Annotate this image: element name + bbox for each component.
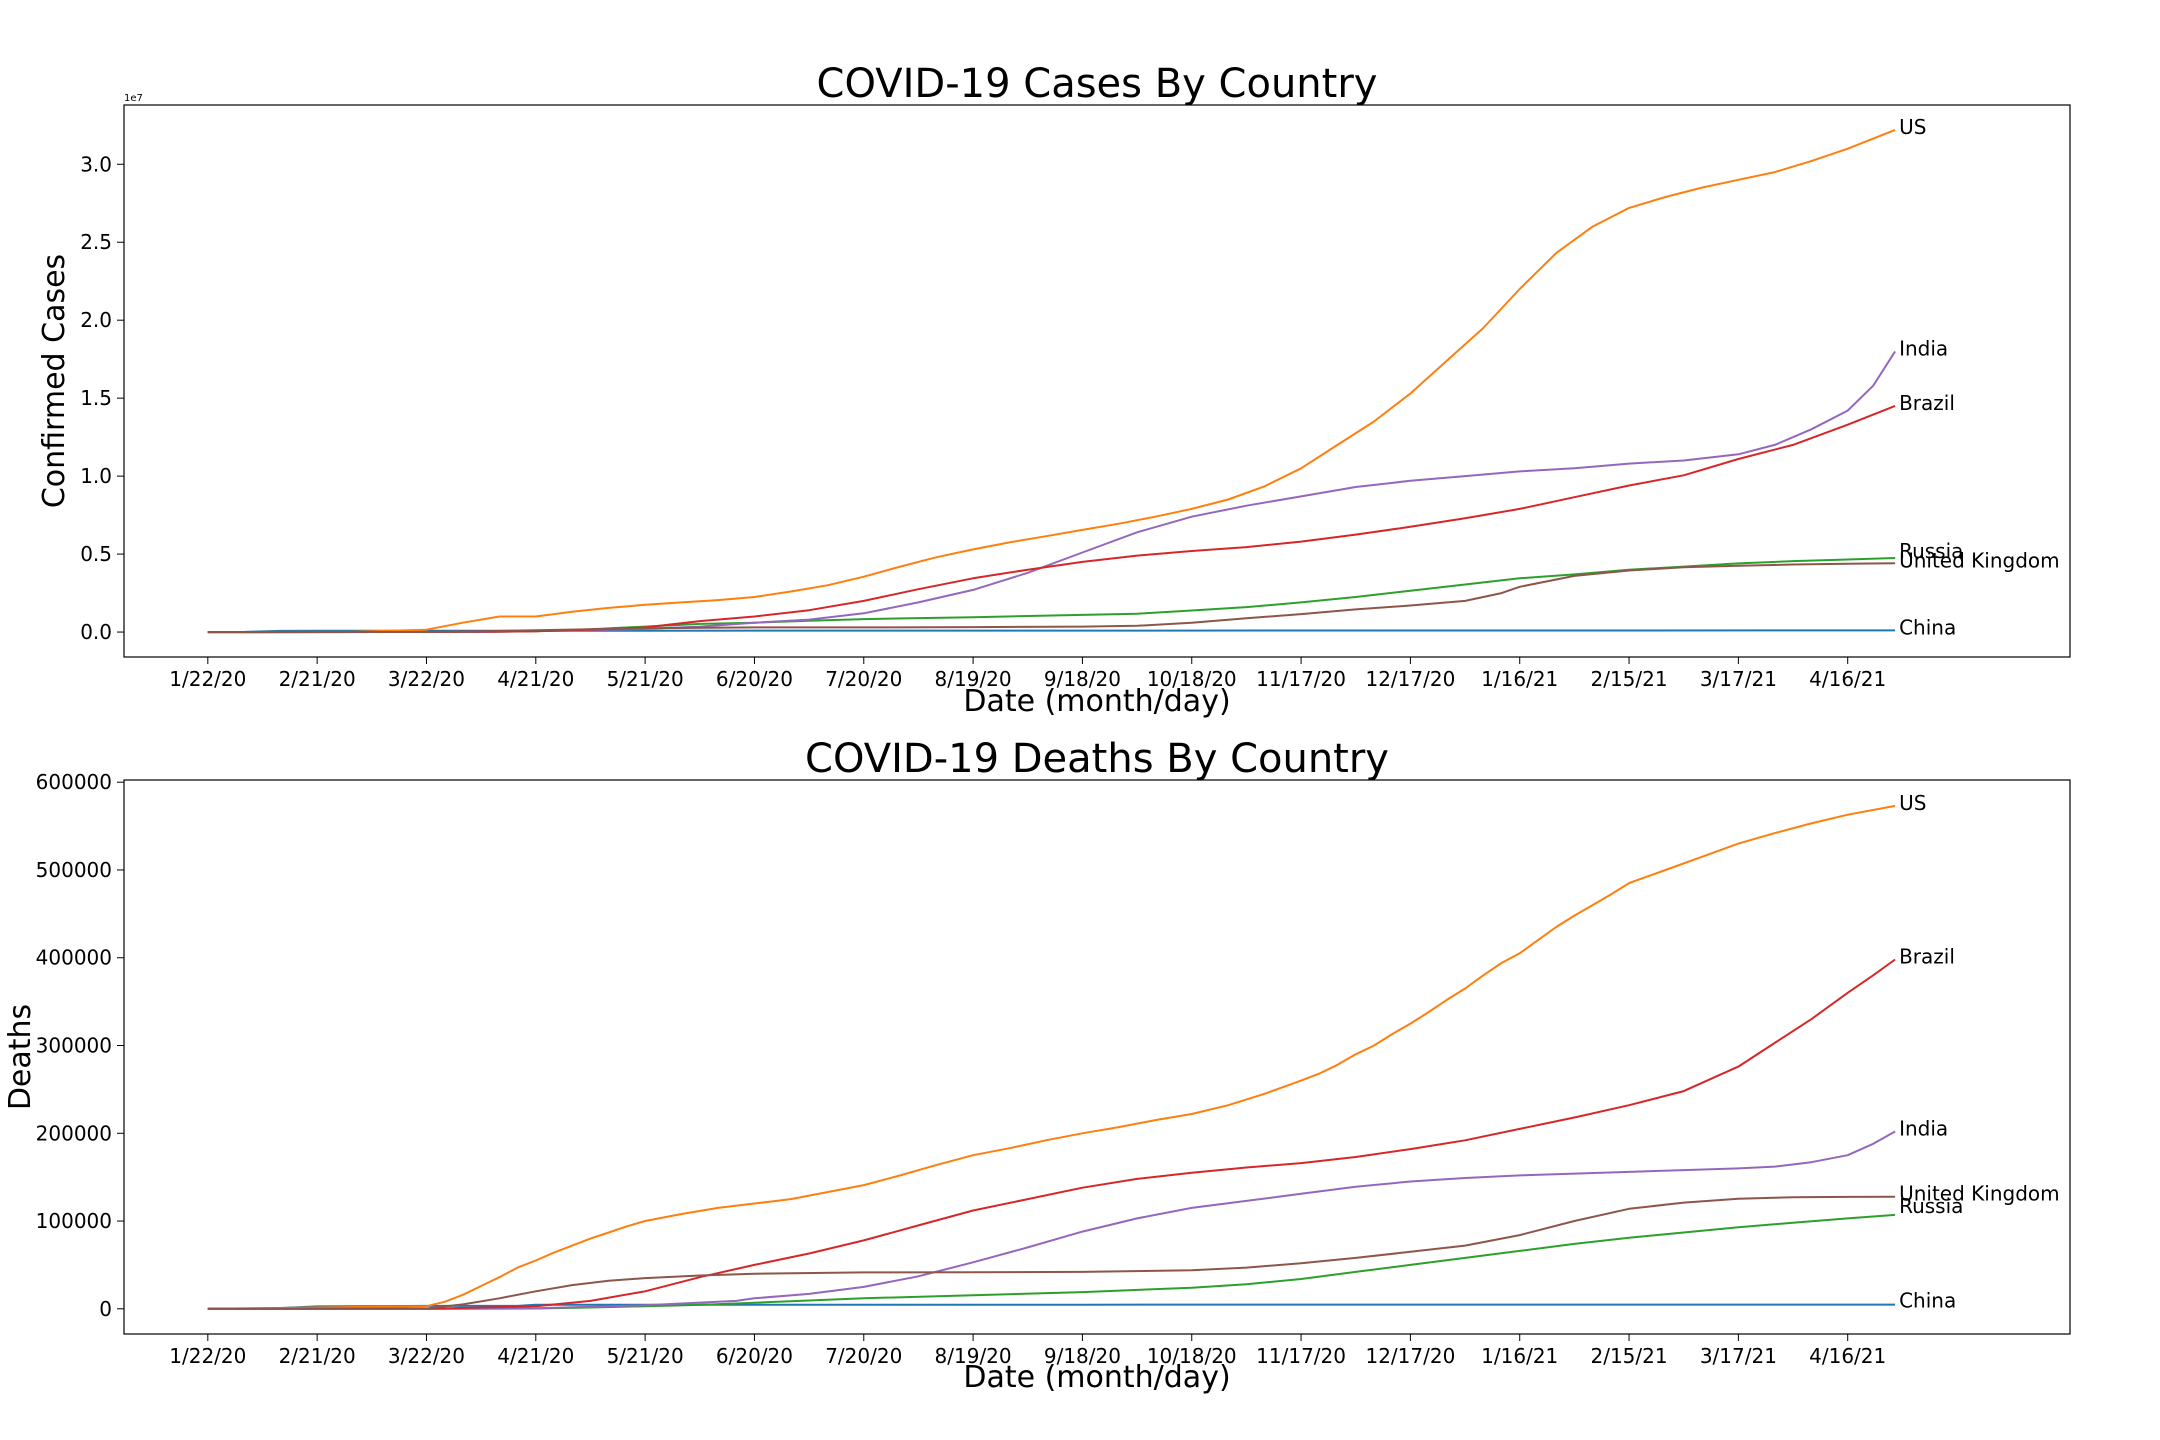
deaths-series-line-india	[207, 1130, 1896, 1310]
cases-x-tick-label: 6/20/20	[716, 667, 793, 691]
deaths-series-label-us: US	[1899, 791, 1926, 815]
cases-x-tick-label: 2/15/21	[1590, 667, 1667, 691]
deaths-chart: COVID-19 Deaths By Country 1/22/20 2/21/20…	[3, 736, 2071, 1395]
cases-x-tick-label: 12/17/20	[1365, 667, 1455, 691]
cases-series-label-india: India	[1899, 336, 1948, 360]
cases-y-tick-label: 1.5	[80, 386, 112, 410]
deaths-x-tick-label: 1/16/21	[1481, 1344, 1558, 1368]
cases-y-tick-label: 1.0	[80, 464, 112, 488]
cases-y-tick-label: 0.5	[80, 542, 112, 566]
deaths-plot-frame	[123, 779, 2071, 1335]
cases-x-axis-label: Date (month/day)	[963, 684, 1230, 719]
cases-series-line-us	[207, 128, 1896, 634]
deaths-x-tick-label: 2/21/20	[279, 1344, 356, 1368]
cases-y-tick-label: 0.0	[80, 620, 112, 644]
cases-x-tick-label: 3/22/20	[388, 667, 465, 691]
deaths-x-tick-label: 4/16/21	[1809, 1344, 1886, 1368]
cases-x-tick-label: 5/21/20	[607, 667, 684, 691]
cases-chart: COVID-19 Cases By Country 1/22/20 2/21/20 3…	[37, 61, 2071, 719]
deaths-x-tick-label: 1/22/20	[169, 1344, 246, 1368]
deaths-x-tick-label: 6/20/20	[716, 1344, 793, 1368]
cases-series-label-united-kingdom: United Kingdom	[1899, 548, 2060, 572]
cases-x-tick-label: 2/21/20	[279, 667, 356, 691]
deaths-series-line-us	[207, 804, 1896, 1310]
deaths-y-tick-label: 500000	[36, 858, 112, 882]
deaths-x-tick-label: 12/17/20	[1365, 1344, 1455, 1368]
cases-x-tick-label: 8/19/20	[935, 667, 1012, 691]
cases-series-label-russia: Russia	[1899, 539, 1963, 563]
cases-series-line-india	[207, 350, 1896, 634]
cases-series-label-us: US	[1899, 115, 1926, 139]
deaths-y-tick-label: 400000	[36, 946, 112, 970]
deaths-y-tick-label: 300000	[36, 1034, 112, 1058]
cases-x-tick-label: 3/17/21	[1700, 667, 1777, 691]
cases-x-tick-label: 11/17/20	[1256, 667, 1346, 691]
deaths-x-axis-label: Date (month/day)	[963, 1360, 1230, 1395]
deaths-y-tick-label: 200000	[36, 1121, 112, 1145]
cases-y-tick-label: 2.0	[80, 308, 112, 332]
deaths-series-line-united-kingdom	[207, 1195, 1896, 1310]
cases-x-tick-label: 4/16/21	[1809, 667, 1886, 691]
deaths-series-line-brazil	[207, 958, 1896, 1310]
cases-series-line-united-kingdom	[207, 562, 1896, 634]
deaths-y-tick-label: 600000	[36, 770, 112, 794]
deaths-x-tick-label: 8/19/20	[935, 1344, 1012, 1368]
deaths-series-label-united-kingdom: United Kingdom	[1899, 1182, 2060, 1206]
deaths-x-tick-label: 9/18/20	[1044, 1344, 1121, 1368]
deaths-x-tick-label: 3/22/20	[388, 1344, 465, 1368]
deaths-x-tick-label: 11/17/20	[1256, 1344, 1346, 1368]
deaths-series-label-china: China	[1899, 1289, 1956, 1313]
cases-y-offset-label: 1e7	[124, 93, 143, 104]
deaths-x-tick-label: 4/21/20	[497, 1344, 574, 1368]
cases-chart-title: COVID-19 Cases By Country	[817, 61, 1378, 107]
cases-x-tick-label: 7/20/20	[825, 667, 902, 691]
deaths-y-tick-label: 100000	[36, 1209, 112, 1233]
cases-x-tick-label: 9/18/20	[1044, 667, 1121, 691]
cases-series-line-brazil	[207, 404, 1896, 634]
cases-series-label-brazil: Brazil	[1899, 391, 1955, 415]
cases-y-tick-label: 3.0	[80, 152, 112, 176]
deaths-series-label-india: India	[1899, 1117, 1948, 1141]
cases-x-tick-label: 1/22/20	[169, 667, 246, 691]
cases-x-tick-label: 4/21/20	[497, 667, 574, 691]
deaths-x-tick-label: 7/20/20	[825, 1344, 902, 1368]
cases-x-tick-label: 10/18/20	[1147, 667, 1237, 691]
deaths-series-label-russia: Russia	[1899, 1194, 1963, 1218]
deaths-x-tick-label: 2/15/21	[1590, 1344, 1667, 1368]
deaths-y-tick-label: 0	[99, 1297, 112, 1321]
deaths-x-tick-label: 3/17/21	[1700, 1344, 1777, 1368]
cases-y-axis-label: Confirmed Cases	[37, 254, 72, 508]
deaths-x-tick-label: 5/21/20	[607, 1344, 684, 1368]
cases-plot-frame	[123, 104, 2071, 658]
deaths-chart-title: COVID-19 Deaths By Country	[805, 736, 1389, 782]
deaths-series-label-brazil: Brazil	[1899, 944, 1955, 968]
deaths-x-tick-label: 10/18/20	[1147, 1344, 1237, 1368]
cases-x-tick-label: 1/16/21	[1481, 667, 1558, 691]
cases-series-label-china: China	[1899, 615, 1956, 639]
cases-y-tick-label: 2.5	[80, 230, 112, 254]
deaths-y-axis-label: Deaths	[3, 1004, 38, 1110]
